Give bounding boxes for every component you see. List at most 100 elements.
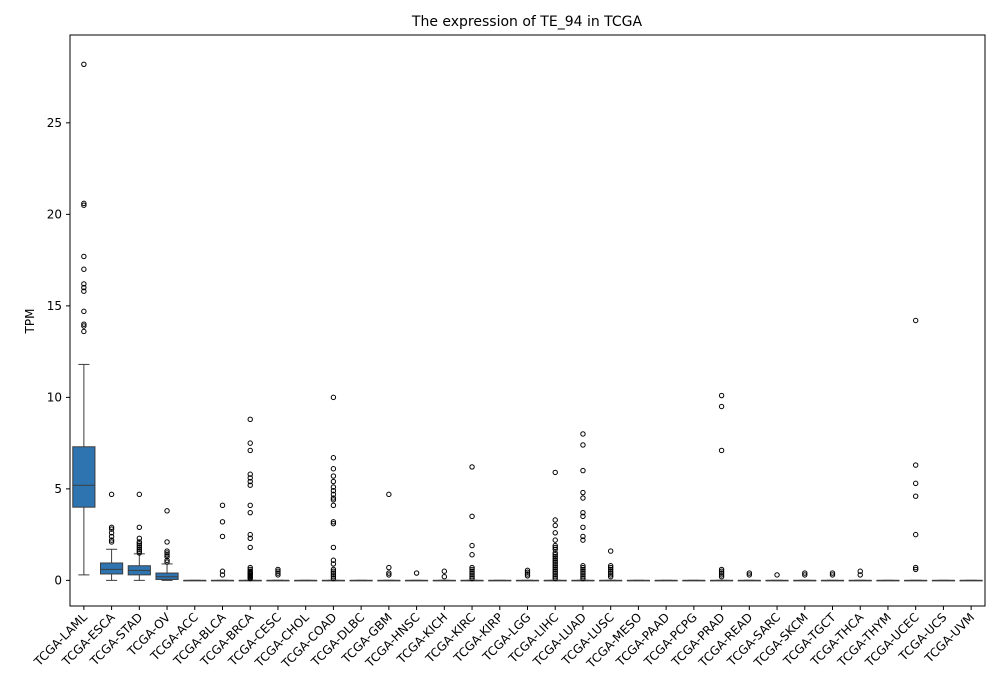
outlier-point [108,533,115,540]
outlier-point [136,546,143,552]
outlier-point [580,564,586,571]
outlier-point [330,497,337,503]
outlier-point [247,440,253,446]
outlier-point [441,574,448,580]
outlier-point [607,564,614,571]
outlier-point [718,568,725,574]
outlier-point [247,416,253,423]
outlier-point [136,541,143,547]
outlier-point [580,513,586,520]
outlier-point [330,572,337,578]
outlier-point [164,552,170,558]
outlier-point [330,491,337,498]
outlier-point [219,533,226,540]
outlier-point [330,544,337,551]
outlier-point [552,537,558,543]
outlier-point [247,482,253,488]
outlier-point [552,530,558,536]
outlier-point [469,574,475,580]
outlier-point [247,531,253,538]
outlier-point [552,557,558,563]
chart-title: The expression of TE_94 in TCGA [411,14,643,30]
outlier-point [108,524,115,531]
outlier-point [164,550,170,556]
y-tick-label: 20 [47,207,62,221]
outlier-point [330,557,337,563]
outlier-point [580,574,586,580]
outlier-point [802,570,808,576]
outlier-point [912,566,919,573]
outlier-point [330,566,337,573]
outlier-point [552,575,558,582]
y-tick-label: 5 [54,482,62,496]
outlier-point [108,539,115,545]
outlier-point [136,544,143,551]
outlier-point [108,491,115,498]
outlier-point [164,548,170,554]
outlier-point [330,561,337,567]
outlier-point [580,489,586,496]
outlier-point [552,568,558,574]
outlier-point [912,480,919,487]
outlier-point [580,442,586,448]
outlier-point [330,466,337,472]
outlier-point [164,557,170,563]
outlier-point [330,575,337,582]
outlier-point [469,575,475,582]
outlier-point [330,574,337,580]
box-tcga-esca [100,562,124,575]
outlier-point [136,548,143,554]
outlier-point [81,281,87,287]
outlier-point [164,508,170,514]
outlier-point [330,473,337,479]
outlier-point [386,572,392,578]
outlier-point [607,568,614,574]
box-tcga-laml [72,446,96,508]
outlier-point [607,548,614,554]
outlier-point [136,542,143,549]
outlier-point [580,537,586,543]
outlier-point [718,392,725,399]
outlier-point [552,564,558,571]
outlier-point [469,564,475,571]
outlier-point [247,544,253,551]
outlier-point [247,447,253,454]
outlier-point [524,569,531,575]
outlier-point [829,570,836,576]
outlier-point [607,566,614,573]
outlier-point [552,517,558,523]
outlier-point [386,570,392,576]
outlier-point [469,542,475,549]
outlier-point [607,563,614,569]
outlier-point [108,537,115,543]
outlier-point [330,568,337,574]
outlier-point [330,478,337,485]
outlier-point [81,266,87,272]
outlier-point [552,553,558,560]
outlier-point [580,572,586,578]
outlier-point [718,570,725,576]
outlier-point [136,524,143,531]
outlier-point [580,533,586,540]
outlier-point [746,572,753,578]
outlier-point [81,328,87,335]
outlier-point [330,394,337,401]
outlier-point [164,559,170,565]
outlier-point [552,555,558,562]
y-axis-label: TPM [23,309,37,335]
outlier-point [718,447,725,454]
outlier-point [552,546,558,552]
outlier-point [136,491,143,498]
outlier-point [552,552,558,558]
outlier-point [108,526,115,532]
outlier-point [580,495,586,501]
outlier-point [552,563,558,569]
outlier-point [552,566,558,573]
outlier-point [552,550,558,556]
outlier-point [247,502,253,509]
y-tick-label: 25 [47,116,62,130]
outlier-point [552,570,558,576]
outlier-point [247,478,253,485]
outlier-point [413,570,420,576]
outlier-point [247,509,253,516]
